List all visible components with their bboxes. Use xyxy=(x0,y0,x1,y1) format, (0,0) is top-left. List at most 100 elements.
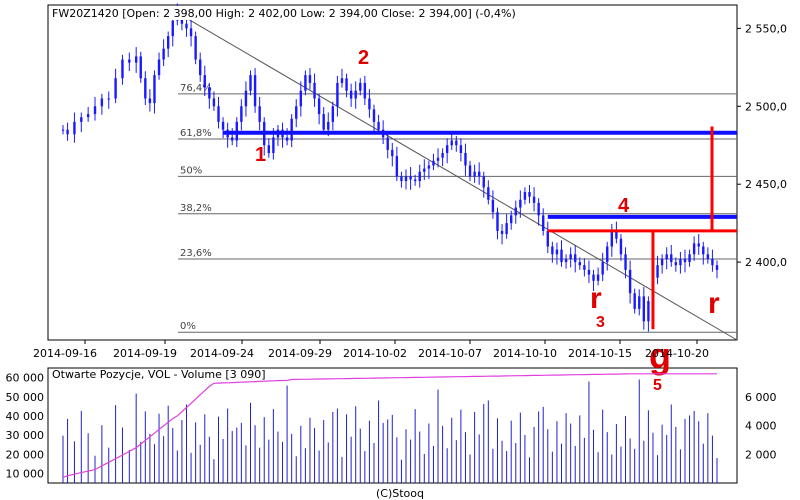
candle xyxy=(244,81,248,117)
annotation-3: 3 xyxy=(596,314,605,331)
candle xyxy=(482,171,485,198)
candle xyxy=(386,132,389,159)
candle xyxy=(185,16,188,37)
candle-body xyxy=(148,98,152,104)
candle-body xyxy=(272,137,275,154)
candle-body xyxy=(715,265,719,270)
candle-body xyxy=(253,75,257,107)
candle-body xyxy=(423,168,426,172)
open-interest-line xyxy=(62,373,717,478)
candle-body xyxy=(551,246,554,255)
volume-right-tick-label: 2 000 xyxy=(745,448,777,461)
candle-body xyxy=(583,265,586,270)
candle xyxy=(574,244,577,273)
candle xyxy=(610,223,614,257)
candle-body xyxy=(546,230,549,247)
candle-body xyxy=(537,202,540,216)
candle xyxy=(519,190,522,218)
candle xyxy=(706,247,710,264)
candle xyxy=(619,234,623,261)
candle-body xyxy=(683,258,687,263)
candle-body xyxy=(615,230,618,239)
candle xyxy=(61,124,65,135)
candle-body xyxy=(624,254,627,270)
candle-body xyxy=(359,82,362,91)
candle-body xyxy=(185,23,188,29)
candle-body xyxy=(189,28,193,37)
candle-body xyxy=(592,274,595,281)
volume-left-tick-label: 40 000 xyxy=(6,410,45,423)
candle-body xyxy=(162,48,165,60)
candle xyxy=(100,93,104,115)
candle-body xyxy=(313,82,316,99)
candle xyxy=(505,213,508,239)
candle-body xyxy=(697,243,700,247)
candle-body xyxy=(656,265,659,278)
candle-body xyxy=(528,191,531,197)
candle xyxy=(395,146,399,182)
candle-body xyxy=(121,59,124,79)
candle xyxy=(569,247,572,268)
candle xyxy=(349,83,353,107)
candle xyxy=(583,258,586,277)
candle-body xyxy=(413,179,417,182)
candle-body xyxy=(203,75,206,88)
candle xyxy=(93,96,97,121)
candle-body xyxy=(331,106,335,122)
candle xyxy=(715,260,719,279)
candle xyxy=(363,75,367,106)
candle-body xyxy=(295,106,298,119)
candle xyxy=(514,200,517,224)
annotation-4: 4 xyxy=(618,195,630,217)
x-tick-label: 2014-10-15 xyxy=(568,347,632,360)
candle xyxy=(491,190,495,219)
candle-body xyxy=(171,20,174,37)
candle xyxy=(615,221,618,244)
candle xyxy=(66,122,69,141)
candle-body xyxy=(427,165,431,169)
candle-body xyxy=(578,262,581,266)
candle-body xyxy=(395,156,399,177)
candle xyxy=(628,260,632,304)
candle xyxy=(564,254,568,269)
candle xyxy=(258,96,261,131)
candle-body xyxy=(199,59,202,76)
candle-body xyxy=(468,165,472,177)
candle-body xyxy=(66,129,69,135)
candle xyxy=(592,269,595,292)
y-tick-label: 2 450,0 xyxy=(745,178,787,191)
candle xyxy=(372,104,376,133)
candle-body xyxy=(144,78,147,99)
candle xyxy=(601,252,604,282)
candle-body xyxy=(114,78,117,99)
candle xyxy=(596,267,600,286)
candle-body xyxy=(647,301,650,322)
fib-label: 76,4% xyxy=(180,83,212,94)
candle xyxy=(455,135,458,152)
candle xyxy=(199,52,202,82)
candle xyxy=(624,247,627,279)
candle-body xyxy=(368,98,371,110)
fib-label: 0% xyxy=(180,321,196,332)
volume-label: Otwarte Pozycje, VOL - Volume [3 090] xyxy=(52,368,266,381)
candle xyxy=(487,180,490,205)
candle-body xyxy=(473,171,476,177)
candle xyxy=(551,241,554,263)
candle-body xyxy=(596,274,600,281)
candle xyxy=(633,288,636,314)
candle-body xyxy=(688,254,691,263)
candle-body xyxy=(628,269,632,294)
candle-body xyxy=(327,121,330,130)
annotation-r2: r xyxy=(708,287,720,320)
candle xyxy=(148,89,152,112)
candle xyxy=(427,160,431,179)
candle xyxy=(656,255,659,285)
annotation-g: g xyxy=(649,335,671,376)
candle xyxy=(157,52,161,80)
candle xyxy=(114,68,117,104)
candle-body xyxy=(240,106,243,122)
candle-body xyxy=(354,90,357,99)
y-tick-label: 2 500,0 xyxy=(745,100,787,113)
chart-title: FW20Z1420 [Open: 2 398,00 High: 2 402,00… xyxy=(52,7,516,20)
candle xyxy=(153,70,156,114)
